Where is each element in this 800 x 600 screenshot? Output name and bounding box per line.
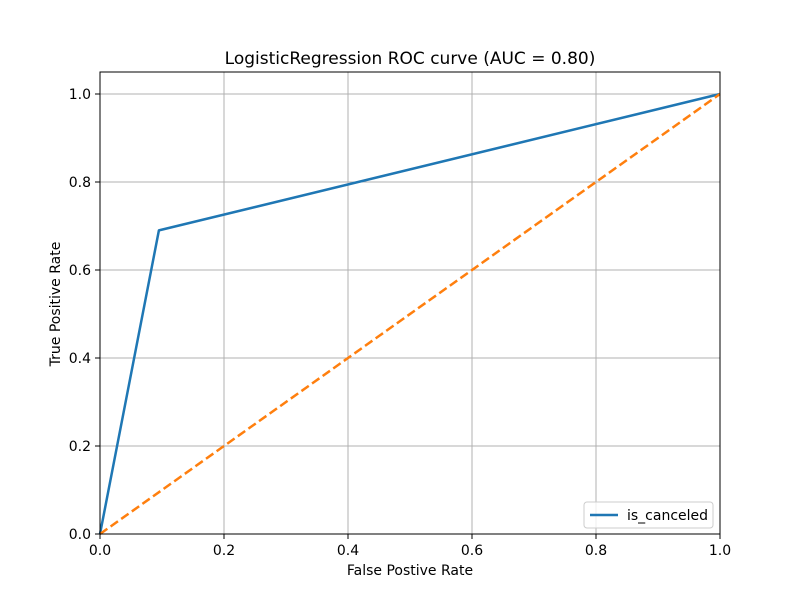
x-tick-label: 0.8 [585,543,607,559]
y-tick-label: 0.6 [69,263,91,279]
y-tick-label: 0.2 [69,439,91,455]
x-axis-label: False Postive Rate [347,563,473,579]
x-tick-label: 0.4 [337,543,359,559]
chart-title: LogisticRegression ROC curve (AUC = 0.80… [225,49,596,69]
x-tick-label: 0.2 [213,543,235,559]
y-tick-label: 0.0 [69,527,91,543]
legend-box [583,501,714,529]
chance-diagonal-line [99,92,721,536]
y-axis-label: True Positive Rate [48,242,64,368]
legend: is_canceled [583,501,714,529]
series-layer [98,92,721,536]
x-tick-label: 0.6 [461,543,483,559]
grid [99,72,721,535]
series-line-is-canceled [98,92,721,535]
y-tick-label: 0.8 [69,175,91,191]
legend-label-is-canceled: is_canceled [627,508,708,524]
x-tick-label: 1.0 [709,543,731,559]
ticks: 0.0 0.2 0.4 0.6 0.8 1.0 0.0 0.2 0.4 0.6 0.8 1.0 [69,87,731,559]
y-tick-label: 0.4 [69,351,91,367]
plot-frame [99,71,721,535]
x-tick-label: 0.0 [89,543,111,559]
y-tick-label: 1.0 [69,87,91,103]
